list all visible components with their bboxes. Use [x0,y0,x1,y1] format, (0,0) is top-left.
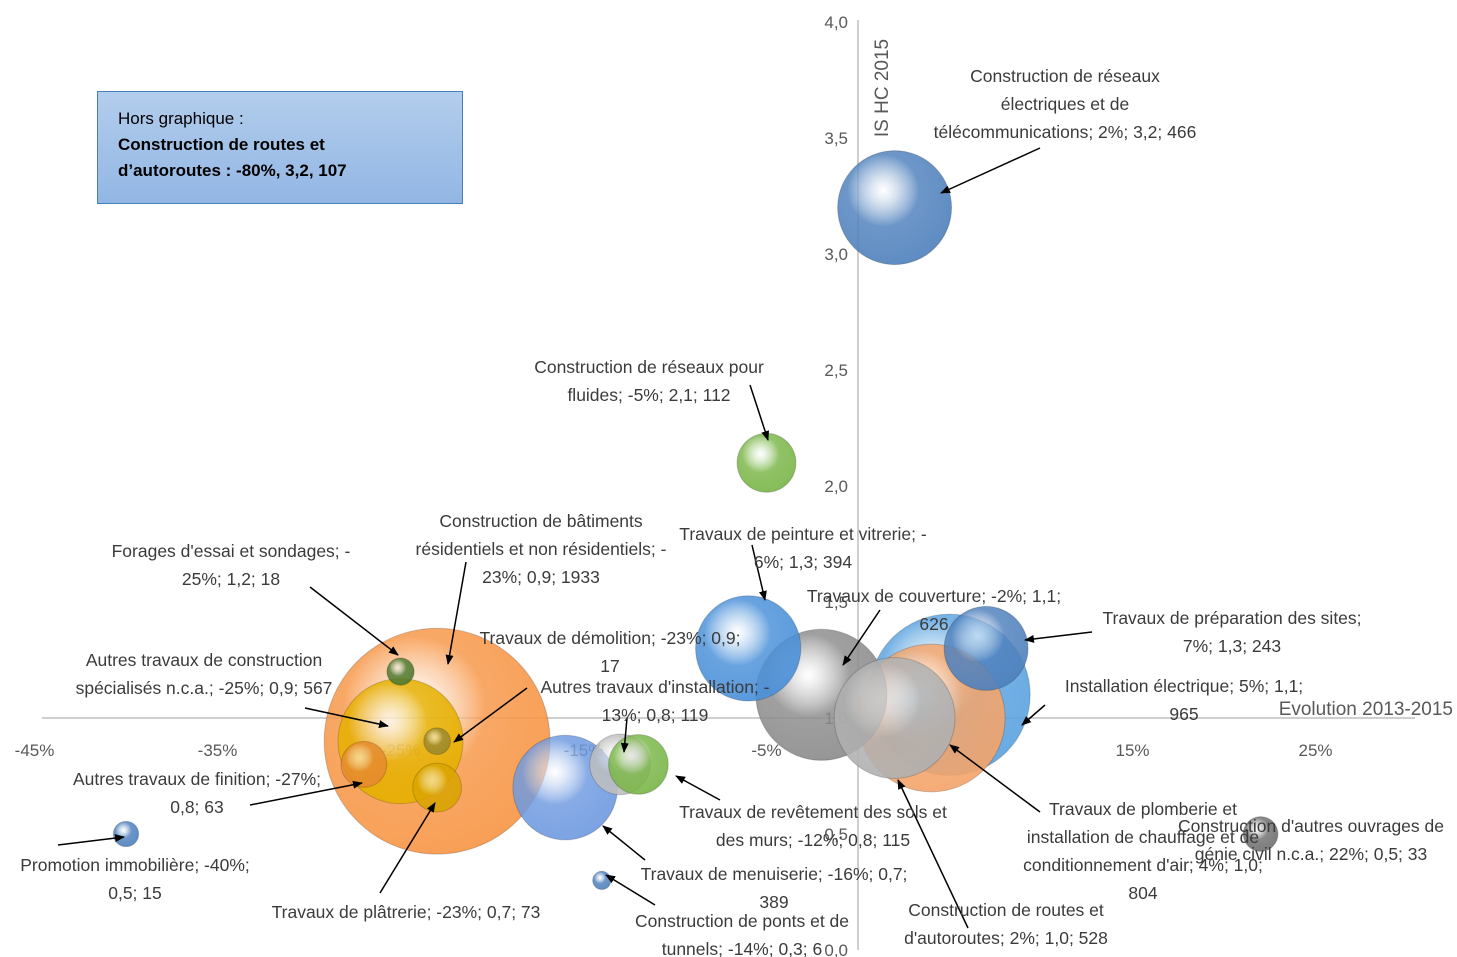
bubble-data-label: Installation électrique; 5%; 1,1; 965 [1065,676,1303,724]
bubble-data-label: Construction de ponts et de tunnels; -14%… [635,911,849,957]
y-tick-label: 0,5 [824,825,848,844]
bubble-data-label: Travaux de couverture; -2%; 1,1; 626 [807,586,1061,634]
y-tick-label: 3,0 [824,245,848,264]
bubble-data-label: Autres travaux de finition; -27%; 0,8; 63 [73,769,321,817]
bubble-data-label: Construction de réseaux électriques et de… [934,66,1197,142]
bubble-data-label: Travaux de préparation des sites; 7%; 1,3… [1102,608,1361,656]
leader-arrow [605,874,656,906]
bubble-labels: Construction de réseaux électriques et de… [20,66,1444,957]
bubble [1242,816,1279,852]
bubble [695,595,802,702]
y-tick-label: 3,5 [824,129,848,148]
leader-arrow [751,544,767,601]
bubble-data-label: Construction de réseaux pour fluides; -5%… [534,357,764,405]
leader-arrow [749,384,770,441]
x-axis-title: Evolution 2013-2015 [1279,699,1453,720]
leader-arrow [453,687,528,743]
bubble-data-label: Promotion immobilière; -40%; 0,5; 15 [20,855,250,903]
bubble [833,657,956,779]
leader-arrow [620,717,629,753]
bubble [340,741,388,788]
leader-arrow [897,779,969,929]
note-heading: Hors graphique : [118,109,244,128]
bubble-data-label: Travaux de démolition; -23%; 0,9; 17 [479,628,740,676]
leader-arrow [602,825,646,861]
bubble-data-label: Travaux de plâtrerie; -23%; 0,7; 73 [272,902,541,922]
leader-arrow [842,609,881,666]
bubble-data-label: Travaux de plomberie et installation de c… [1023,799,1263,903]
bubble-data-label: Forages d'essai et sondages; -25%; 1,2; … [112,541,351,589]
y-tick-label: 2,0 [824,477,848,496]
leader-arrow [445,561,467,665]
leader-arrow [940,147,1041,194]
bubble [386,657,415,686]
bubble-data-label: Autres travaux d'installation; -13%; 0,8… [540,677,769,725]
y-axis-title: IS HC 2015 [872,39,893,137]
leader-arrow [57,834,125,846]
leader-arrow [675,775,721,801]
bubble [837,150,953,266]
leader-arrow [1021,704,1046,726]
bubble [608,734,669,795]
leader-arrow [949,744,1041,813]
bubble-data-label: Travaux de revêtement des sols et des mur… [679,802,947,850]
x-tick-label: -5% [751,741,781,760]
x-tick-label: 25% [1298,741,1332,760]
leader-arrow [379,802,436,894]
bubble [736,432,797,493]
leader-arrows [57,147,1093,929]
bubble [112,820,140,848]
leader-arrow [309,586,399,656]
bubble-data-label: Construction de routes et d'autoroutes; 2… [904,900,1108,948]
x-tick-label: -45% [15,741,55,760]
bubbles [112,150,1279,891]
bubble [412,762,462,813]
bubble-data-label: Travaux de peinture et vitrerie; -6%; 1,… [679,524,927,572]
bubble-data-label: Travaux de menuiserie; -16%; 0,7; 389 [641,864,908,912]
note-value-line-1: Construction de routes et [118,135,325,154]
bubble [592,870,612,891]
y-tick-label: 1,5 [824,593,848,612]
bubble-data-label: Autres travaux de construction spécialisé… [76,650,333,698]
leader-arrow [1024,631,1093,643]
bubble [943,605,1029,691]
y-tick-label: 0,0 [824,941,848,957]
x-tick-label: -35% [198,741,238,760]
bubble-data-label: Construction d'autres ouvrages de génie c… [1178,816,1444,864]
bubble [423,727,451,756]
off-chart-note: Hors graphique : Construction de routes … [97,91,463,204]
y-tick-label: 4,0 [824,13,848,32]
bubble-data-label: Construction de bâtiments résidentiels et… [416,511,667,587]
x-tick-label: 15% [1115,741,1149,760]
y-tick-label: 2,5 [824,361,848,380]
leader-arrow [304,707,389,729]
leader-arrow [249,780,363,806]
note-value-line-2: d’autoroutes : -80%, 3,2, 107 [118,161,347,180]
